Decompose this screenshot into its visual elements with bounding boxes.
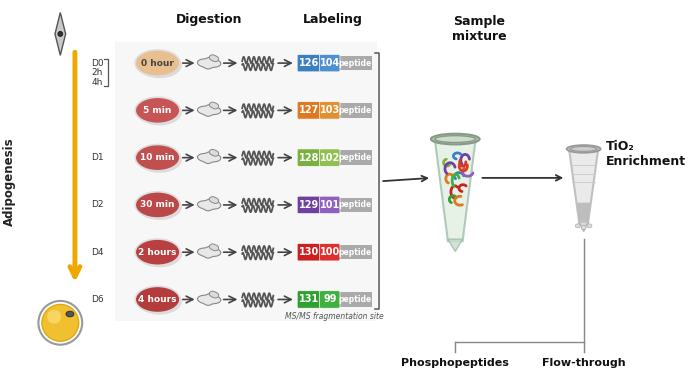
Ellipse shape <box>137 194 182 220</box>
Text: 130: 130 <box>299 247 319 257</box>
Polygon shape <box>448 239 463 251</box>
Polygon shape <box>197 152 220 164</box>
Ellipse shape <box>135 286 180 313</box>
Text: peptide: peptide <box>338 106 372 115</box>
Ellipse shape <box>137 99 182 126</box>
Text: 127: 127 <box>299 105 319 116</box>
Polygon shape <box>569 149 598 224</box>
Text: 126: 126 <box>299 58 319 68</box>
FancyBboxPatch shape <box>319 102 340 119</box>
Polygon shape <box>197 105 220 116</box>
Text: peptide: peptide <box>338 248 372 257</box>
FancyBboxPatch shape <box>298 243 321 261</box>
FancyBboxPatch shape <box>339 56 372 70</box>
Polygon shape <box>209 55 218 62</box>
FancyBboxPatch shape <box>339 292 372 307</box>
Text: 99: 99 <box>323 294 337 304</box>
FancyBboxPatch shape <box>339 245 372 260</box>
FancyBboxPatch shape <box>319 196 340 214</box>
Text: 129: 129 <box>299 200 319 210</box>
Polygon shape <box>197 199 220 211</box>
Text: 2 hours: 2 hours <box>139 248 177 257</box>
Ellipse shape <box>137 147 182 173</box>
FancyBboxPatch shape <box>319 54 340 72</box>
Ellipse shape <box>575 224 580 228</box>
Polygon shape <box>435 139 476 241</box>
FancyBboxPatch shape <box>298 102 321 119</box>
FancyBboxPatch shape <box>298 196 321 214</box>
Text: D4: D4 <box>92 248 104 257</box>
Text: peptide: peptide <box>338 58 372 68</box>
Text: 10 min: 10 min <box>140 153 175 162</box>
Text: 104: 104 <box>320 58 340 68</box>
FancyBboxPatch shape <box>298 149 321 166</box>
Text: TiO₂
Enrichment: TiO₂ Enrichment <box>606 140 686 168</box>
Polygon shape <box>209 291 218 298</box>
FancyBboxPatch shape <box>298 54 321 72</box>
Polygon shape <box>578 202 590 221</box>
Text: D1: D1 <box>92 153 104 162</box>
Ellipse shape <box>137 52 182 78</box>
Text: 4 hours: 4 hours <box>139 295 177 304</box>
Text: Labeling: Labeling <box>302 13 363 26</box>
Text: peptide: peptide <box>338 200 372 209</box>
Polygon shape <box>209 244 218 251</box>
Polygon shape <box>197 294 220 305</box>
Text: 102: 102 <box>320 153 340 163</box>
Text: Flow-through: Flow-through <box>542 358 626 368</box>
Ellipse shape <box>42 304 78 341</box>
Polygon shape <box>209 196 218 203</box>
Ellipse shape <box>570 147 597 152</box>
Ellipse shape <box>435 136 476 142</box>
FancyBboxPatch shape <box>319 243 340 261</box>
Text: D6: D6 <box>92 295 104 304</box>
Ellipse shape <box>566 145 601 153</box>
Text: Digestion: Digestion <box>176 13 242 26</box>
Ellipse shape <box>135 239 180 266</box>
FancyBboxPatch shape <box>298 291 321 308</box>
Ellipse shape <box>137 288 182 315</box>
Ellipse shape <box>587 224 592 228</box>
Polygon shape <box>55 12 66 56</box>
Text: 0 hour: 0 hour <box>141 58 174 68</box>
Ellipse shape <box>581 225 586 230</box>
Text: 101: 101 <box>320 200 340 210</box>
FancyBboxPatch shape <box>339 103 372 118</box>
Text: peptide: peptide <box>338 295 372 304</box>
Polygon shape <box>197 246 220 258</box>
Ellipse shape <box>431 134 480 144</box>
Text: D2: D2 <box>92 200 104 209</box>
Text: Adipogenesis: Adipogenesis <box>4 138 16 226</box>
Text: 100: 100 <box>320 247 340 257</box>
Polygon shape <box>580 222 588 232</box>
Text: Phosphopeptides: Phosphopeptides <box>401 358 509 368</box>
Text: 4h: 4h <box>92 78 103 87</box>
Text: D0: D0 <box>92 58 104 68</box>
Ellipse shape <box>47 310 61 324</box>
Text: 2h: 2h <box>92 68 103 77</box>
FancyBboxPatch shape <box>319 291 340 308</box>
Text: 128: 128 <box>299 153 319 163</box>
Ellipse shape <box>135 50 180 76</box>
Text: 131: 131 <box>299 294 319 304</box>
Ellipse shape <box>135 192 180 218</box>
FancyBboxPatch shape <box>319 149 340 166</box>
Ellipse shape <box>135 97 180 123</box>
Text: 103: 103 <box>320 105 340 116</box>
Ellipse shape <box>58 32 63 36</box>
Polygon shape <box>115 42 377 321</box>
FancyBboxPatch shape <box>339 150 372 165</box>
Ellipse shape <box>137 241 182 267</box>
Polygon shape <box>197 57 220 69</box>
Text: Sample
mixture: Sample mixture <box>452 15 507 43</box>
Ellipse shape <box>66 311 74 317</box>
Ellipse shape <box>135 144 180 171</box>
Text: 5 min: 5 min <box>144 106 172 115</box>
Text: peptide: peptide <box>338 153 372 162</box>
Text: 30 min: 30 min <box>140 200 175 209</box>
Polygon shape <box>209 149 218 156</box>
FancyBboxPatch shape <box>339 198 372 212</box>
Text: MS/MS fragmentation site: MS/MS fragmentation site <box>285 312 384 321</box>
Polygon shape <box>209 102 218 109</box>
